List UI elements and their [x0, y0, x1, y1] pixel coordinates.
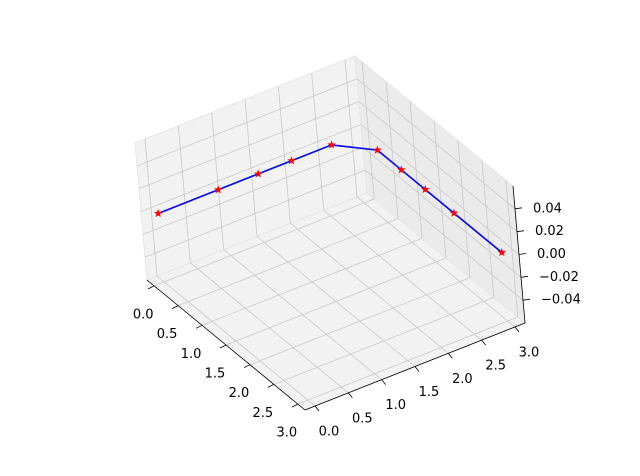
- z-tick-label: 0.02: [535, 224, 564, 239]
- data-line: [157, 144, 503, 254]
- y-axis-line: [304, 322, 526, 411]
- y-tick-label: 1.0: [385, 398, 406, 413]
- data-marker: [396, 165, 406, 174]
- grid-line: [364, 169, 524, 301]
- tick-mark: [219, 344, 227, 349]
- x-axis-line: [146, 279, 306, 411]
- data-marker: [287, 156, 296, 165]
- z-tick-label: −0.04: [541, 293, 581, 308]
- data-marker: [449, 208, 459, 217]
- tick-mark: [291, 403, 298, 408]
- z-tick-label: −0.02: [539, 270, 579, 285]
- tick-mark: [267, 384, 275, 388]
- data-marker: [327, 140, 336, 149]
- x-tick-label: 2.5: [253, 406, 274, 421]
- data-marker: [420, 185, 430, 194]
- tick-mark: [522, 298, 531, 301]
- grid-line: [290, 223, 449, 354]
- z-tick-label: 0.00: [537, 247, 566, 262]
- tick-mark: [171, 305, 179, 309]
- grid-line: [190, 262, 349, 394]
- tick-mark: [195, 324, 203, 329]
- grid-line: [223, 249, 382, 380]
- grid-line: [358, 101, 518, 232]
- y-tick-label: 0.0: [319, 425, 340, 440]
- grid-line: [356, 78, 516, 210]
- x-tick-label: 0.0: [133, 307, 154, 322]
- y-tick-label: 0.5: [352, 411, 373, 426]
- tick-mark: [520, 275, 529, 278]
- z-axis-line: [512, 185, 526, 324]
- tick-mark: [514, 326, 520, 333]
- y-tick-label: 2.0: [452, 372, 473, 387]
- data-marker: [497, 248, 507, 257]
- grid-line: [356, 196, 516, 328]
- tick-mark: [481, 339, 486, 346]
- data-marker: [373, 145, 382, 154]
- data-marker: [213, 185, 223, 194]
- tick-mark: [514, 207, 523, 210]
- x-tick-label: 0.5: [157, 327, 178, 342]
- x-tick-label: 2.0: [229, 386, 250, 401]
- grid-line: [136, 78, 358, 167]
- grid-line: [256, 236, 416, 367]
- grid-line: [156, 275, 316, 407]
- grid-line: [360, 124, 520, 255]
- tick-mark: [348, 392, 353, 399]
- grid-line: [140, 124, 362, 212]
- tick-mark: [148, 285, 155, 290]
- x-tick-label: 1.0: [181, 347, 202, 362]
- x-tick-label: 3.0: [276, 426, 297, 441]
- data-marker: [153, 208, 163, 218]
- tick-mark: [314, 405, 320, 412]
- tick-mark: [516, 230, 525, 233]
- grid-line: [138, 101, 360, 190]
- z-tick-label: 0.04: [533, 201, 562, 216]
- y-tick-label: 3.0: [519, 345, 540, 360]
- x-tick-label: 1.5: [205, 367, 226, 382]
- grid-line: [362, 147, 522, 278]
- tick-mark: [414, 366, 420, 372]
- grid-line: [144, 169, 366, 258]
- y-tick-label: 2.5: [485, 359, 506, 374]
- grid-line: [323, 209, 482, 341]
- tick-mark: [518, 253, 527, 255]
- y-tick-label: 1.5: [419, 385, 440, 400]
- data-marker: [253, 169, 263, 178]
- tick-mark: [243, 364, 251, 369]
- tick-mark: [381, 379, 386, 385]
- grid-line: [142, 146, 364, 235]
- tick-mark: [448, 353, 453, 359]
